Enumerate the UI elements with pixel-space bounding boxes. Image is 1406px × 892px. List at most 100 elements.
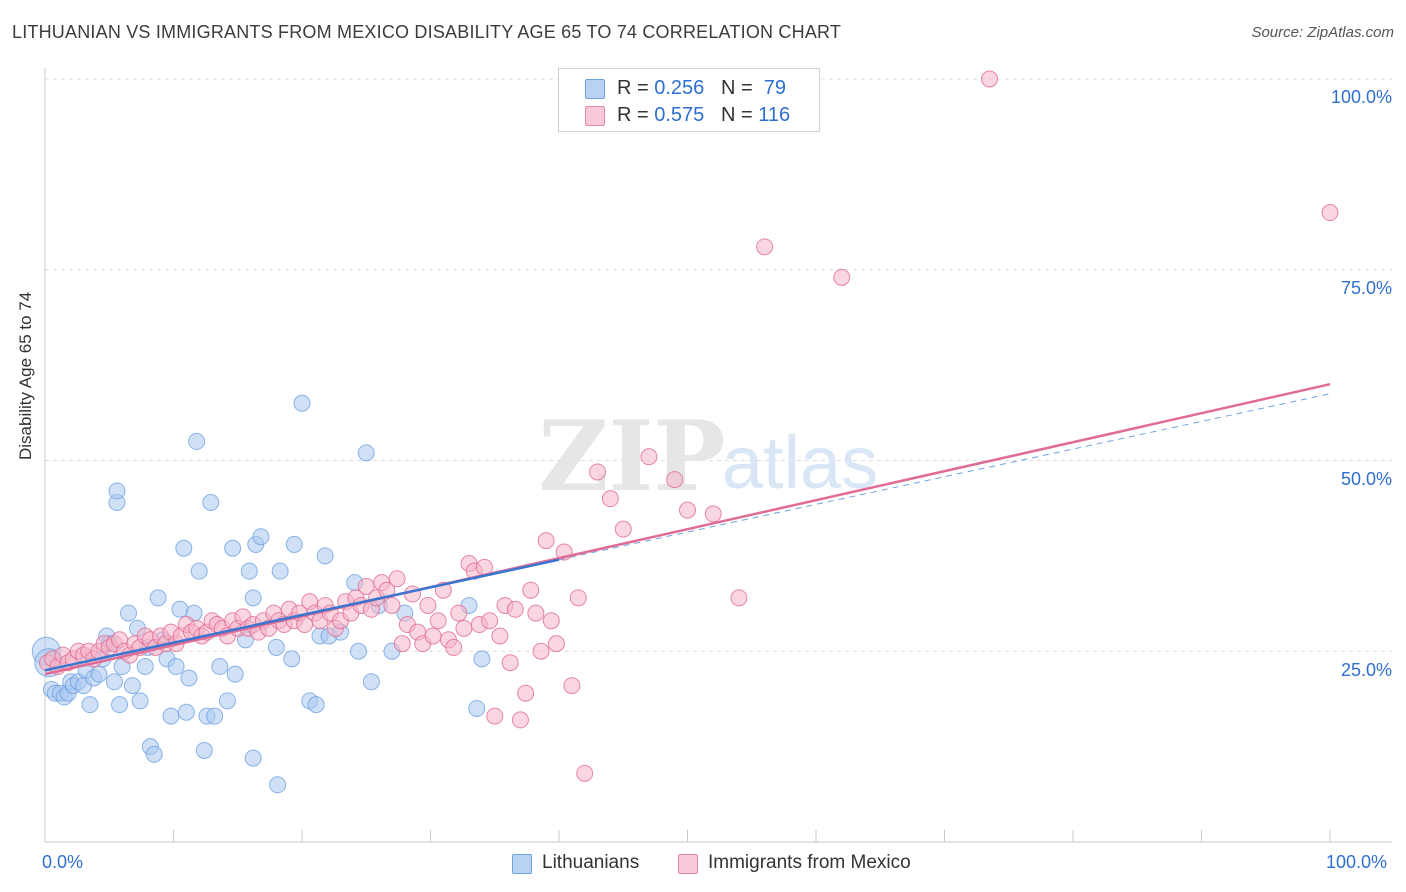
point-mexico bbox=[455, 619, 473, 637]
point-lithuanians bbox=[105, 673, 123, 691]
point-mexico bbox=[601, 490, 619, 508]
point-lithuanians bbox=[244, 589, 262, 607]
point-lithuanians bbox=[224, 539, 242, 557]
bottom-legend-label: Immigrants from Mexico bbox=[708, 852, 911, 873]
legend-n-value: 116 bbox=[758, 104, 791, 126]
point-lithuanians bbox=[188, 432, 206, 450]
point-lithuanians bbox=[252, 528, 270, 546]
point-lithuanians bbox=[202, 493, 220, 511]
trend-line-lithuanians bbox=[44, 558, 560, 672]
point-mexico bbox=[404, 585, 422, 603]
point-lithuanians bbox=[316, 547, 334, 565]
point-mexico bbox=[527, 604, 545, 622]
point-mexico bbox=[393, 635, 411, 653]
point-lithuanians bbox=[180, 669, 198, 687]
legend-n-label: N = bbox=[720, 77, 759, 99]
point-mexico bbox=[640, 448, 658, 466]
point-mexico bbox=[429, 612, 447, 630]
point-mexico bbox=[589, 463, 607, 481]
point-mexico bbox=[450, 604, 468, 622]
x-axis-min-label: 0.0% bbox=[42, 852, 84, 872]
point-mexico bbox=[506, 600, 524, 618]
legend-r-value: 0.256 bbox=[654, 77, 705, 99]
point-mexico bbox=[614, 520, 632, 538]
point-mexico bbox=[980, 70, 998, 88]
point-mexico bbox=[563, 677, 581, 695]
point-mexico bbox=[522, 581, 540, 599]
legend-swatch-mexico bbox=[585, 106, 605, 126]
point-lithuanians bbox=[211, 658, 229, 676]
point-lithuanians bbox=[171, 600, 189, 618]
point-mexico bbox=[486, 707, 504, 725]
legend-n-value: 79 bbox=[763, 77, 787, 99]
point-mexico bbox=[576, 764, 594, 782]
point-lithuanians bbox=[269, 776, 287, 794]
point-lithuanians bbox=[362, 673, 380, 691]
point-lithuanians bbox=[81, 696, 99, 714]
point-mexico bbox=[501, 654, 519, 672]
source-label: Source: ZipAtlas.com bbox=[1251, 24, 1394, 41]
point-lithuanians bbox=[108, 482, 126, 500]
point-mexico bbox=[833, 268, 851, 286]
bottom-legend-swatch-mexico bbox=[678, 854, 698, 874]
correlation-legend: R = 0.256 N = 79 R = 0.575 N = 116 bbox=[558, 68, 820, 132]
x-axis-max-label: 100.0% bbox=[1326, 852, 1388, 872]
point-mexico bbox=[517, 684, 535, 702]
point-mexico bbox=[704, 505, 722, 523]
point-lithuanians bbox=[175, 539, 193, 557]
point-mexico bbox=[424, 627, 442, 645]
point-mexico bbox=[537, 532, 555, 550]
point-lithuanians bbox=[145, 745, 163, 763]
point-lithuanians bbox=[283, 650, 301, 668]
point-mexico bbox=[388, 570, 406, 588]
point-lithuanians bbox=[293, 394, 311, 412]
point-mexico bbox=[666, 471, 684, 489]
point-mexico bbox=[532, 642, 550, 660]
y-tick-label: 25.0% bbox=[1340, 660, 1392, 680]
point-mexico bbox=[730, 589, 748, 607]
point-lithuanians bbox=[244, 749, 262, 767]
point-lithuanians bbox=[357, 444, 375, 462]
y-tick-label: 75.0% bbox=[1340, 278, 1392, 298]
point-mexico bbox=[481, 612, 499, 630]
point-mexico bbox=[542, 612, 560, 630]
y-tick-label: 50.0% bbox=[1340, 469, 1392, 489]
point-lithuanians bbox=[149, 589, 167, 607]
point-lithuanians bbox=[473, 650, 491, 668]
point-mexico bbox=[679, 501, 696, 519]
point-lithuanians bbox=[190, 562, 208, 580]
point-lithuanians bbox=[136, 658, 154, 676]
point-mexico bbox=[547, 635, 565, 653]
point-lithuanians bbox=[206, 707, 224, 725]
point-mexico bbox=[383, 596, 401, 614]
point-mexico bbox=[511, 711, 529, 729]
point-lithuanians bbox=[267, 638, 285, 656]
legend-r-label: R = bbox=[617, 104, 655, 126]
bottom-legend-swatch-lithuanians bbox=[512, 854, 532, 874]
point-lithuanians bbox=[271, 562, 289, 580]
point-mexico bbox=[419, 596, 437, 614]
legend-r-label: R = bbox=[617, 77, 655, 99]
watermark-zip: ZIP bbox=[538, 400, 725, 513]
point-lithuanians bbox=[123, 677, 141, 695]
legend-n-label: N = bbox=[720, 104, 759, 126]
watermark-atlas: atlas bbox=[722, 421, 878, 504]
point-lithuanians bbox=[167, 658, 185, 676]
point-mexico bbox=[569, 589, 587, 607]
trend-line-mexico bbox=[44, 382, 1331, 676]
point-lithuanians bbox=[285, 535, 303, 553]
point-lithuanians bbox=[120, 604, 138, 622]
point-lithuanians bbox=[195, 741, 213, 759]
bottom-legend-label: Lithuanians bbox=[542, 852, 640, 873]
point-mexico bbox=[491, 627, 509, 645]
y-axis-label: Disability Age 65 to 74 bbox=[16, 291, 35, 460]
point-mexico bbox=[1321, 204, 1339, 222]
point-lithuanians bbox=[226, 665, 244, 683]
point-lithuanians bbox=[350, 642, 368, 660]
point-lithuanians bbox=[307, 696, 325, 714]
point-lithuanians bbox=[468, 699, 486, 717]
legend-swatch-lithuanians bbox=[585, 79, 605, 99]
point-lithuanians bbox=[177, 703, 195, 721]
point-lithuanians bbox=[162, 707, 180, 725]
